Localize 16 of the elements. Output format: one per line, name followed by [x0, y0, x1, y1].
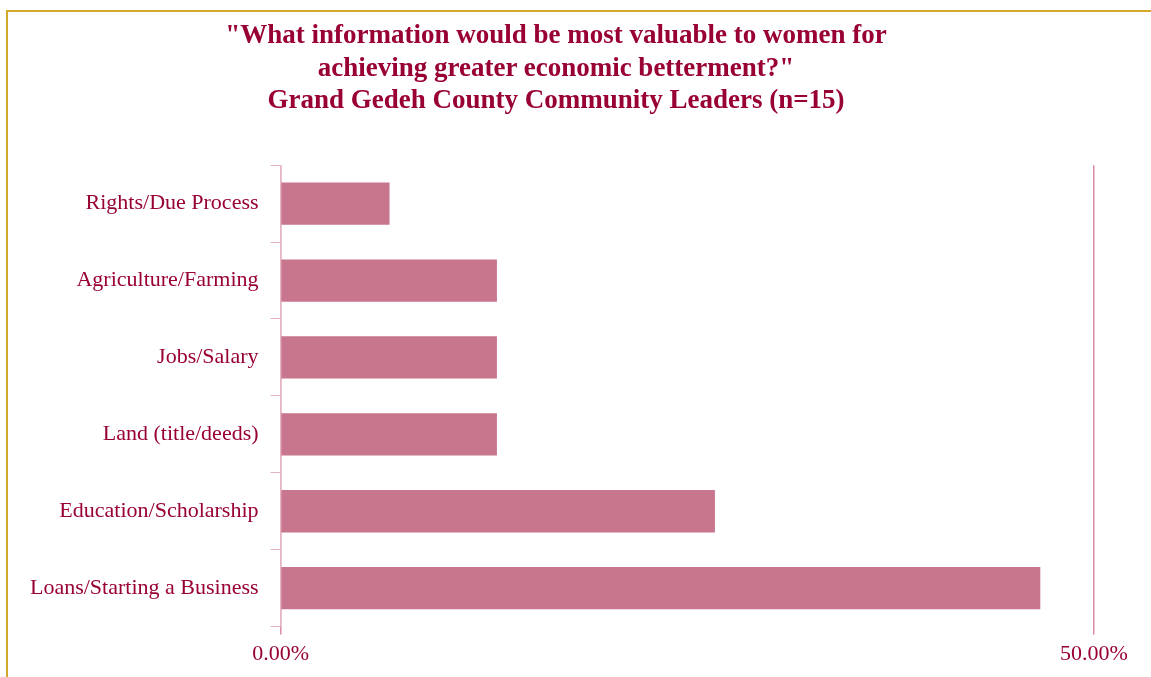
y-tick-label: Agriculture/Farming [76, 266, 259, 292]
y-tick-label: Land (title/deeds) [102, 420, 259, 446]
y-tick-label: Rights/Due Process [85, 189, 259, 215]
bar [281, 567, 1041, 610]
chart-title: "What information would be most valuable to women for achieving greater economic betterment?" [225, 19, 887, 82]
y-tick-label: Loans/Starting a Business [29, 573, 259, 599]
y-tick-label: Education/Scholarship [59, 497, 259, 523]
x-tick-label: 50.00% [1060, 639, 1128, 665]
bar [281, 259, 497, 302]
y-tick-label: Jobs/Salary [157, 343, 259, 369]
bar [281, 490, 715, 533]
bar [281, 413, 497, 456]
chart-subtitle: Grand Gedeh County Community Leaders (n=15) [267, 83, 845, 114]
x-tick-label: 0.00% [252, 639, 309, 665]
bar [281, 336, 497, 379]
bar [281, 182, 390, 225]
